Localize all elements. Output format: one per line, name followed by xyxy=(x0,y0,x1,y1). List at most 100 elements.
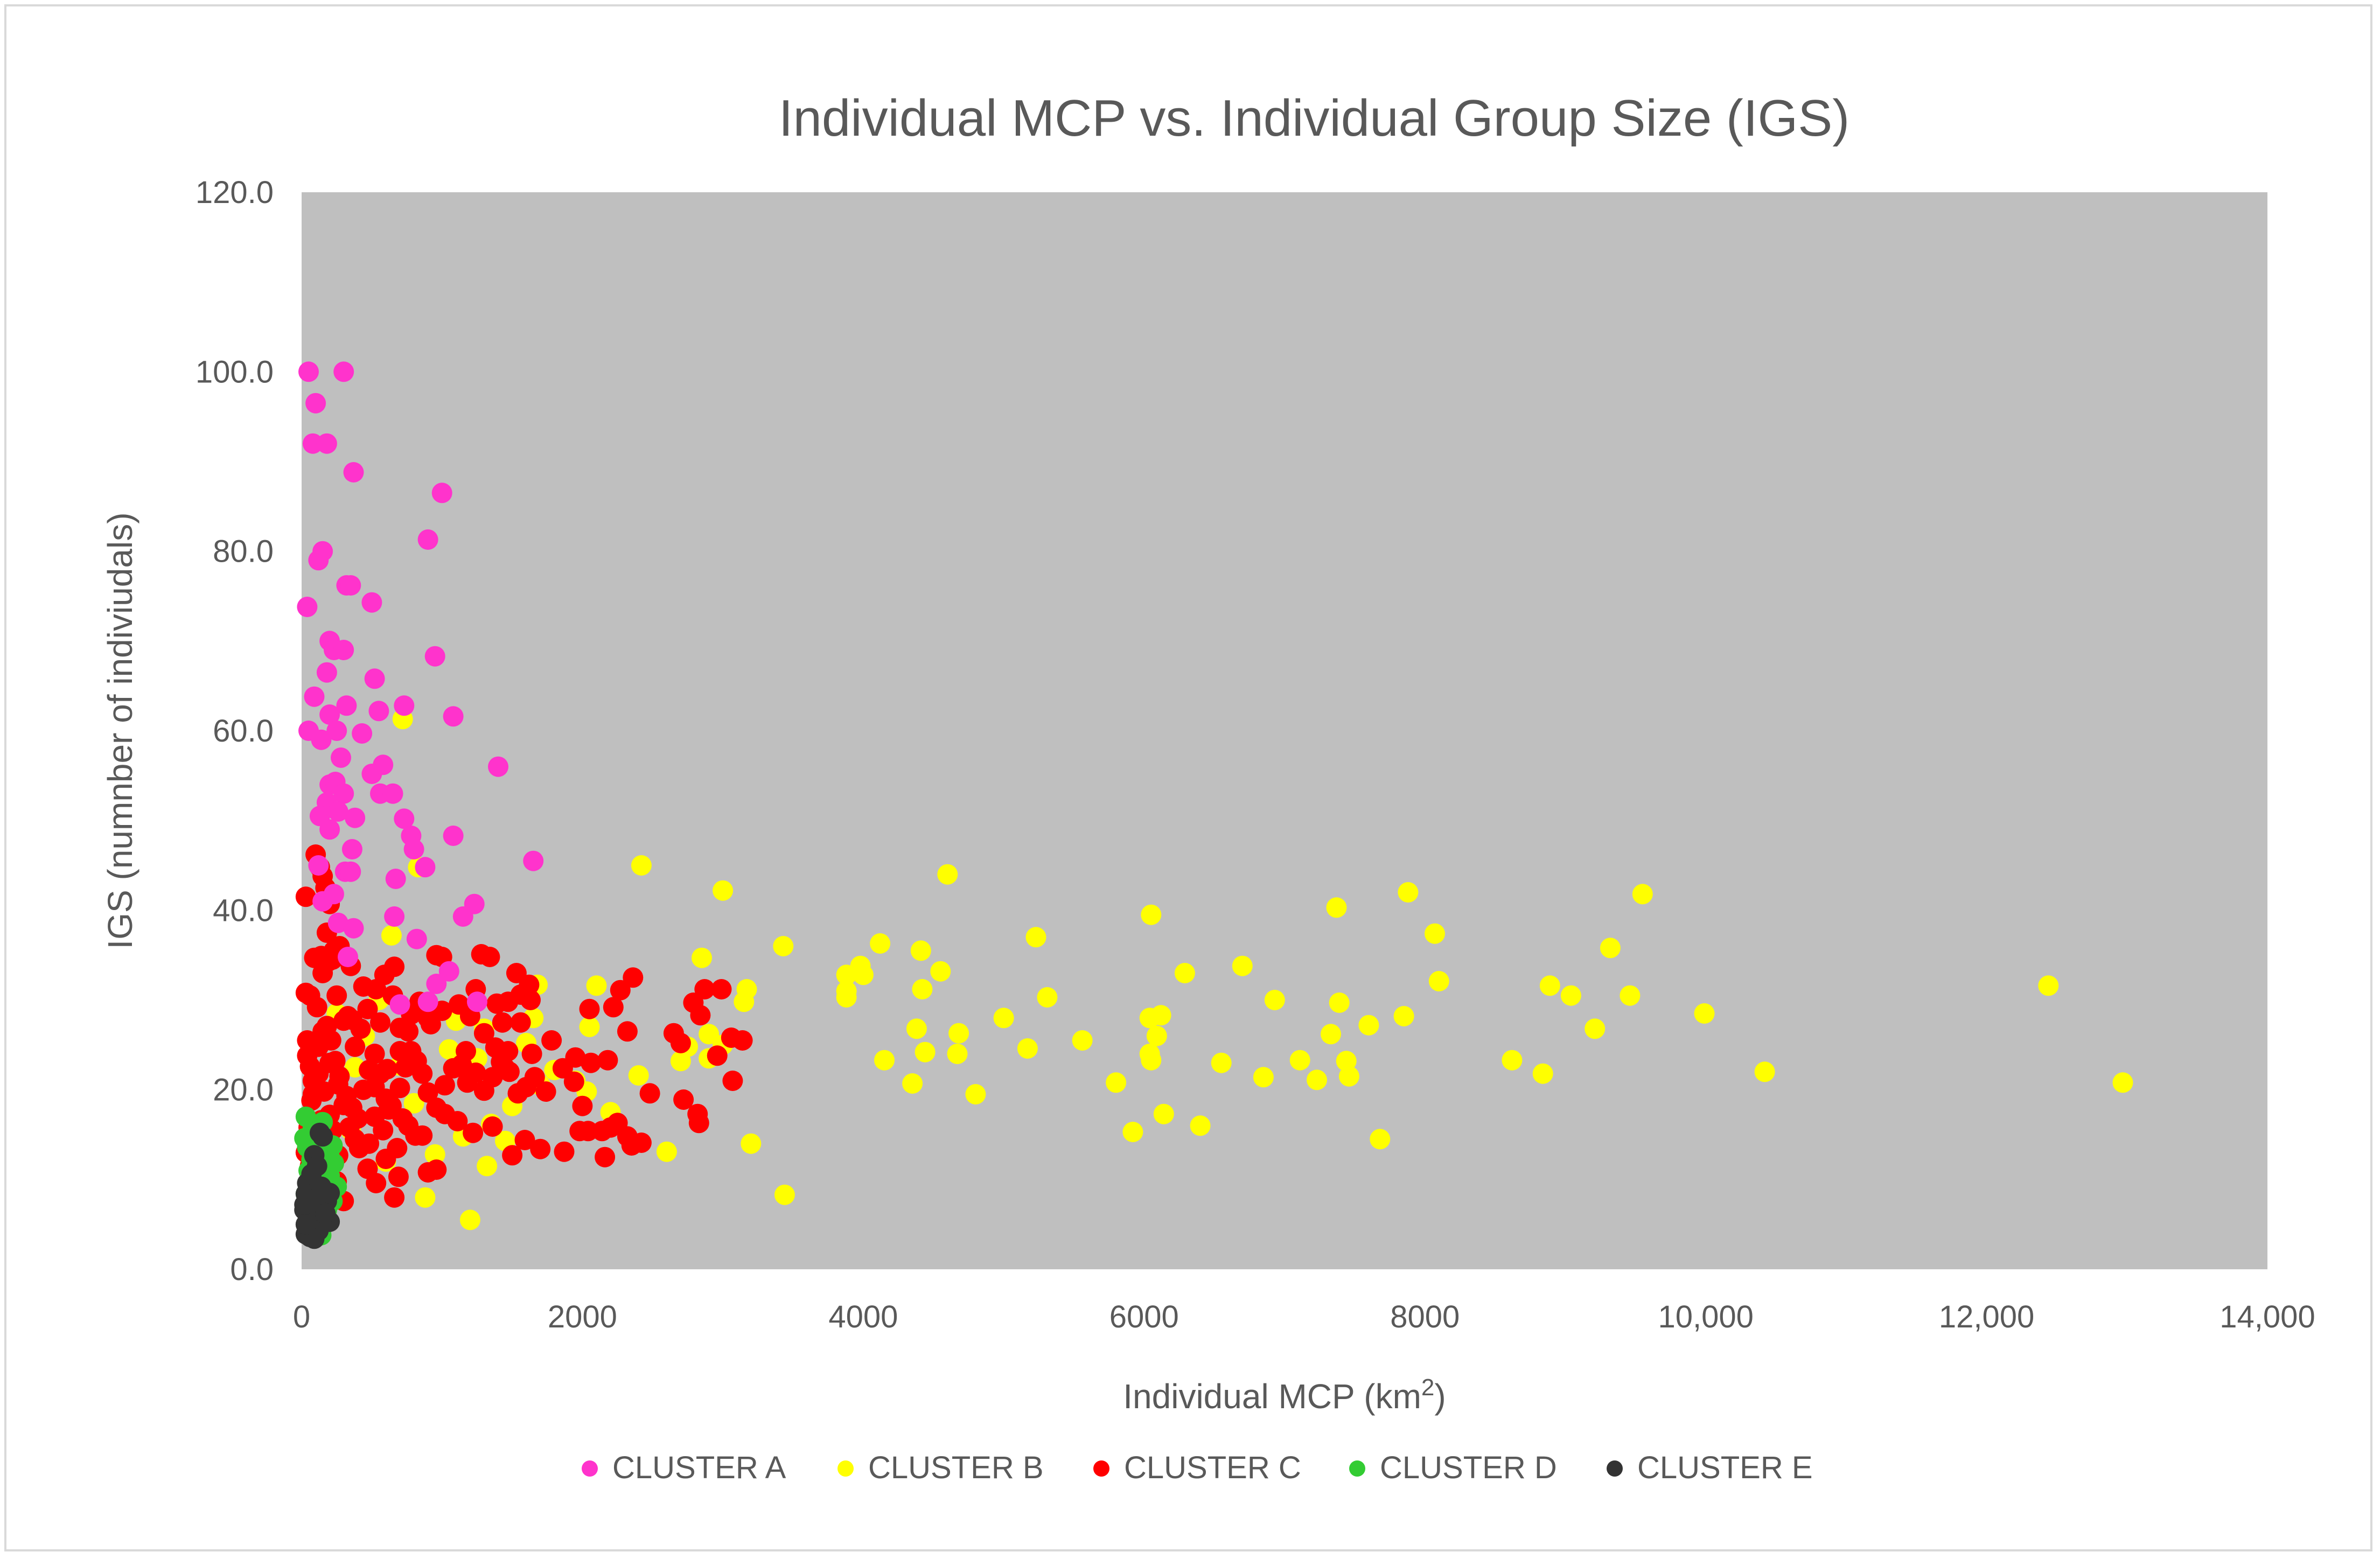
data-point xyxy=(510,1012,531,1033)
data-point xyxy=(377,1059,397,1080)
data-point xyxy=(403,1093,424,1114)
data-point xyxy=(874,1050,895,1071)
data-point xyxy=(345,807,366,828)
data-point xyxy=(1037,987,1058,1008)
data-point xyxy=(1694,1003,1715,1024)
data-point xyxy=(343,918,364,939)
data-point xyxy=(373,1120,394,1141)
data-point xyxy=(741,1133,762,1154)
x-axis-ticks: 0 2000 4000 6000 8000 10,000 12,000 14,000 xyxy=(293,1299,2315,1334)
data-point xyxy=(514,1130,535,1150)
legend-label: CLUSTER D xyxy=(1380,1450,1557,1485)
data-point xyxy=(773,936,794,956)
y-tick-label: 100.0 xyxy=(196,354,274,389)
data-point xyxy=(1532,1063,1553,1084)
data-point xyxy=(406,928,427,949)
data-point xyxy=(690,1005,711,1026)
data-point xyxy=(477,1156,498,1177)
data-point xyxy=(345,1036,366,1057)
data-point xyxy=(711,979,732,999)
data-point xyxy=(1017,1038,1038,1059)
data-point xyxy=(1141,904,1162,925)
data-point xyxy=(912,979,933,999)
y-tick-label: 20.0 xyxy=(213,1073,274,1108)
data-point xyxy=(535,1081,556,1102)
data-point xyxy=(304,686,325,707)
data-point xyxy=(417,1162,438,1183)
data-point xyxy=(338,947,358,967)
data-point xyxy=(389,1041,410,1061)
data-point xyxy=(915,1041,936,1062)
data-point xyxy=(473,1023,494,1044)
data-point xyxy=(591,1121,612,1142)
data-point xyxy=(1153,1103,1174,1124)
data-point xyxy=(384,906,405,927)
data-point xyxy=(359,1133,380,1154)
y-tick-label: 40.0 xyxy=(213,893,274,928)
x-tick-label: 0 xyxy=(293,1299,310,1334)
data-point xyxy=(295,886,316,907)
data-point xyxy=(554,1141,575,1162)
legend-item: CLUSTER B xyxy=(837,1450,1044,1485)
legend-marker xyxy=(1349,1460,1365,1477)
data-point xyxy=(341,839,362,859)
data-point xyxy=(523,850,544,871)
data-point xyxy=(320,1030,341,1051)
legend-label: CLUSTER A xyxy=(612,1450,786,1485)
data-point xyxy=(1560,985,1581,1006)
data-point xyxy=(326,721,347,741)
data-point xyxy=(572,1095,593,1116)
data-point xyxy=(316,433,337,454)
data-point xyxy=(631,855,652,876)
data-point xyxy=(495,1058,515,1079)
data-point xyxy=(302,433,323,454)
legend-label: CLUSTER B xyxy=(868,1450,1044,1485)
data-point xyxy=(340,861,361,882)
data-point xyxy=(910,940,931,961)
data-point xyxy=(1211,1052,1232,1073)
x-tick-label: 12,000 xyxy=(1939,1299,2034,1334)
data-point xyxy=(306,997,327,1018)
data-point xyxy=(350,1018,371,1039)
data-point xyxy=(319,1052,340,1073)
data-point xyxy=(392,1108,413,1129)
data-point xyxy=(438,961,459,982)
data-point xyxy=(1106,1072,1127,1093)
data-point xyxy=(586,975,607,996)
data-point xyxy=(713,880,734,901)
x-tick-label: 8000 xyxy=(1390,1299,1460,1334)
data-point xyxy=(902,1073,923,1094)
x-axis-title-suffix: ) xyxy=(1434,1377,1446,1416)
data-point xyxy=(1329,992,1350,1013)
data-point xyxy=(617,1126,638,1147)
data-point xyxy=(521,1044,542,1064)
data-point xyxy=(502,1145,523,1166)
data-point xyxy=(452,906,473,927)
data-point xyxy=(2038,975,2059,996)
data-point xyxy=(327,912,348,933)
data-point xyxy=(294,1194,315,1215)
data-point xyxy=(597,1050,618,1071)
data-point xyxy=(722,1071,743,1091)
data-point xyxy=(403,839,424,859)
data-point xyxy=(732,1030,753,1051)
data-point xyxy=(524,1067,545,1088)
data-point xyxy=(623,967,644,988)
data-point xyxy=(1326,897,1347,918)
data-point xyxy=(311,1176,332,1197)
data-point xyxy=(1338,1066,1359,1087)
data-point xyxy=(937,864,958,885)
x-tick-label: 4000 xyxy=(828,1299,898,1334)
data-point xyxy=(364,1044,385,1064)
data-point xyxy=(520,990,541,1010)
data-point xyxy=(327,801,348,822)
data-point xyxy=(610,980,631,1001)
data-point xyxy=(336,695,357,716)
data-point xyxy=(308,550,329,571)
data-point xyxy=(315,1203,336,1224)
data-point xyxy=(707,1045,728,1066)
data-point xyxy=(333,640,354,660)
legend-item: CLUSTER C xyxy=(1093,1450,1301,1485)
data-point xyxy=(357,998,378,1019)
data-point xyxy=(541,1030,562,1051)
